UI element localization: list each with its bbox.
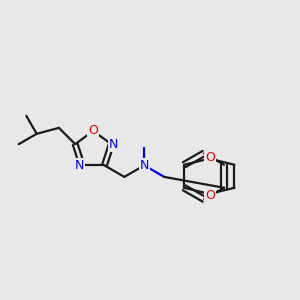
Text: O: O bbox=[205, 151, 215, 164]
Text: N: N bbox=[140, 159, 149, 172]
Text: O: O bbox=[205, 189, 215, 202]
Text: N: N bbox=[109, 138, 119, 151]
Text: O: O bbox=[88, 124, 98, 136]
Text: N: N bbox=[75, 160, 84, 172]
